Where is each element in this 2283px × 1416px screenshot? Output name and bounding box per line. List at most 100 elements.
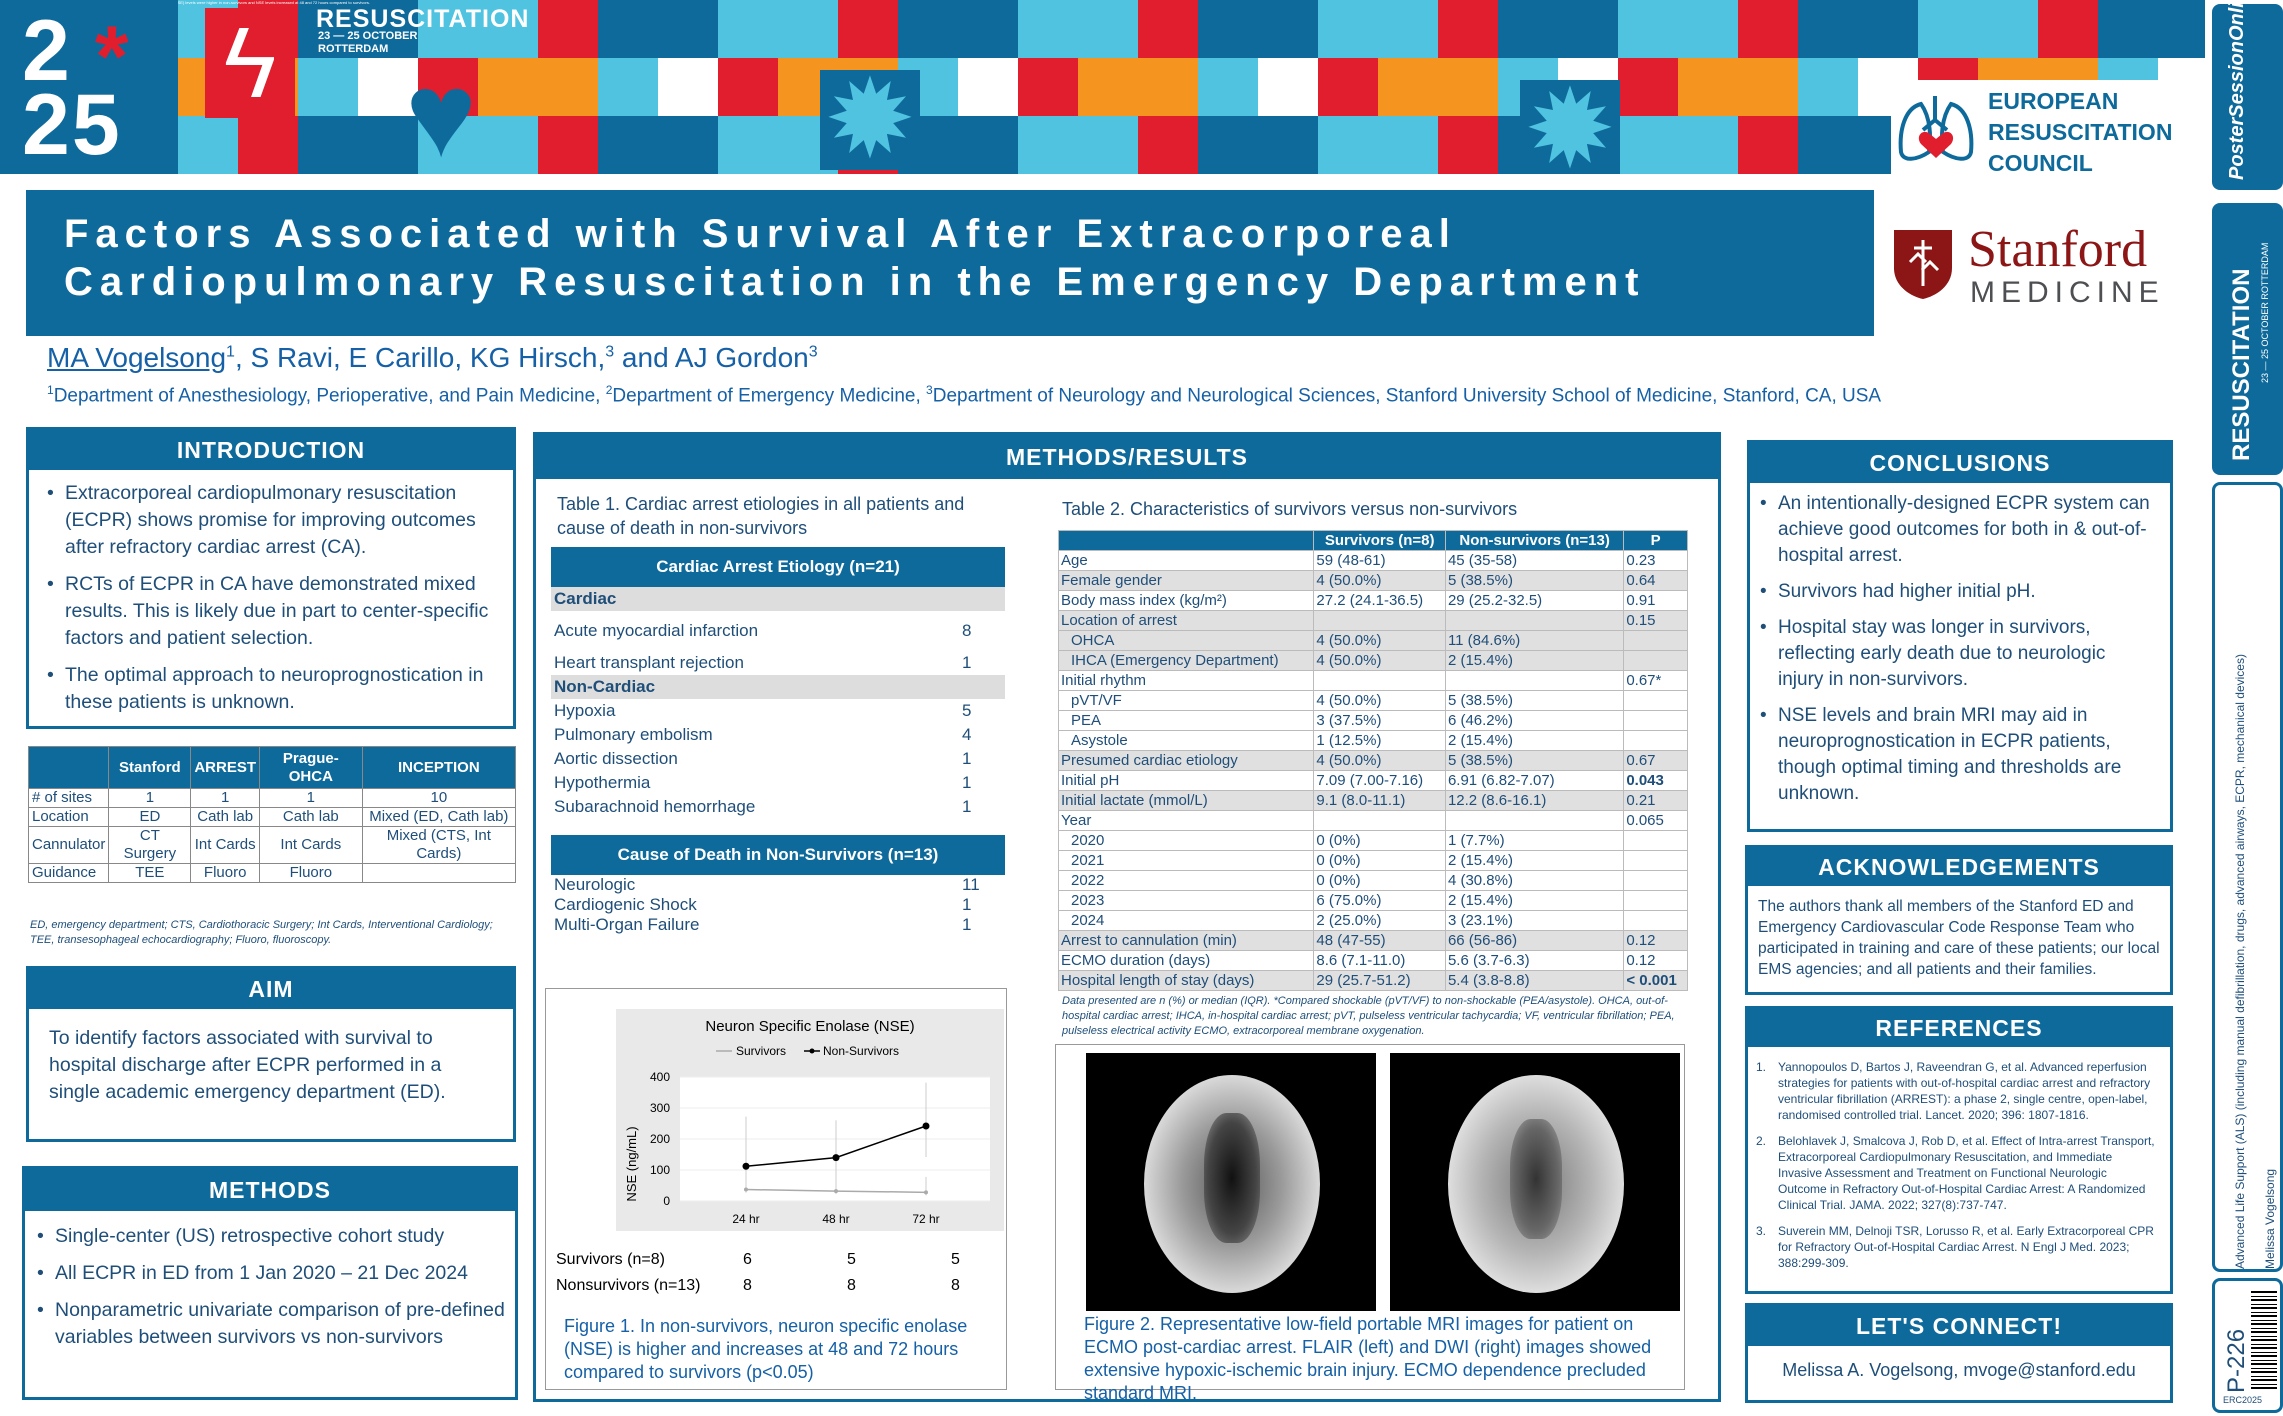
poster-id: P-226	[2223, 1328, 2250, 1393]
table-cell: TEE	[108, 863, 192, 883]
conclusions-panel: CONCLUSIONS An intentionally-designed EC…	[1747, 440, 2173, 832]
y-tick-label: 300	[650, 1101, 670, 1115]
conference-wordmark: 2 25 *	[0, 0, 178, 174]
banner-tile	[958, 58, 1018, 116]
table-row: pVT/VF 4 (50.0%) 5 (38.5%)	[1057, 690, 1688, 711]
banner-tile	[1198, 116, 1258, 174]
references-list: 1. Yannopoulos D, Bartos J, Raveendran G,…	[1748, 1047, 2170, 1271]
table-cell: 0.67*	[1623, 670, 1688, 691]
table1-category: Cardiac	[551, 587, 960, 611]
table-cell: 8	[962, 621, 972, 640]
table-cell: pVT/VF	[1057, 690, 1315, 711]
banner-tile	[1078, 116, 1138, 174]
banner-tile	[1198, 0, 1258, 58]
erc-name: EUROPEAN RESUSCITATION COUNCIL	[1988, 88, 2173, 176]
y-tick-label: 100	[650, 1163, 670, 1177]
list-item: RCTs of ECPR in CA have demonstrated mix…	[37, 571, 503, 652]
table-cell	[1444, 810, 1625, 831]
table-cell: 12.2 (8.6-16.1)	[1444, 790, 1625, 811]
list-item: An intentionally-designed ECPR system ca…	[1750, 491, 2156, 569]
banner-tile	[1738, 0, 1798, 58]
starburst-icon: ✹	[820, 65, 920, 174]
table-cell: 4 (30.8%)	[1444, 870, 1625, 891]
poster-title: Factors Associated with Survival After E…	[64, 212, 1646, 304]
banner-tile	[1258, 0, 1318, 58]
table-cell: 4	[962, 725, 972, 744]
table-cell: Asystole	[1057, 730, 1315, 751]
figure2-caption: Figure 2. Representative low-field porta…	[1084, 1314, 1652, 1403]
table-cell: 2 (15.4%)	[1444, 850, 1625, 871]
banner-tile	[1378, 116, 1438, 174]
acknowledgements-panel: ACKNOWLEDGEMENTS The authors thank all m…	[1745, 845, 2173, 995]
aim-text: To identify factors associated with surv…	[49, 1027, 446, 1103]
table-cell: 1	[190, 788, 261, 808]
contact-email[interactable]: Melissa A. Vogelsong, mvoge@stanford.edu	[1782, 1360, 2136, 1380]
table-cell: Female gender	[1057, 570, 1315, 591]
table-cell: 1 (12.5%)	[1313, 730, 1446, 751]
banner-tile	[358, 0, 418, 58]
table-cell	[1313, 670, 1446, 691]
table2: Survivors (n=8) Non-survivors (n=13) P A…	[1057, 530, 1688, 991]
banner-tile	[1378, 58, 1438, 116]
x-tick-label: 72 hr	[912, 1212, 939, 1226]
introduction-heading: INTRODUCTION	[29, 430, 513, 470]
banner-tile	[298, 0, 358, 58]
table-cell: 5 (38.5%)	[1444, 690, 1625, 711]
table-cell: Fluoro	[259, 863, 363, 883]
banner-tile	[598, 0, 658, 58]
table-cell: 0.64	[1623, 570, 1688, 591]
table-cell: Cardiogenic Shock	[554, 895, 697, 914]
count-value: 6	[743, 1251, 752, 1268]
table-cell: 0.12	[1623, 930, 1688, 951]
table-row: Age 59 (48-61) 45 (35-58) 0.23	[1057, 550, 1688, 571]
table-cell: # of sites	[27, 788, 110, 808]
table-cell: 1	[962, 915, 972, 934]
table-cell: 1	[962, 653, 972, 672]
banner-tile	[1618, 58, 1678, 116]
count-value: 5	[951, 1251, 960, 1268]
table-row: ECMO duration (days) 8.6 (7.1-11.0) 5.6 (3…	[1057, 950, 1688, 971]
sidebar-topic-text: Advanced Life Support (ALS) (including m…	[2233, 654, 2247, 1269]
table-cell: 0.12	[1623, 950, 1688, 971]
banner-tile	[1138, 0, 1198, 58]
table-cell: 2021	[1057, 850, 1315, 871]
table-cell: 6 (75.0%)	[1313, 890, 1446, 911]
banner-tile	[358, 116, 418, 174]
y-tick-label: 200	[650, 1132, 670, 1146]
table-cell: 5 (38.5%)	[1444, 750, 1625, 771]
legend-nonsurvivors: Non-Survivors	[823, 1044, 899, 1058]
table-cell: 0.043	[1623, 770, 1688, 791]
table-cell: 0.15	[1623, 610, 1688, 631]
banner-tile	[478, 116, 538, 174]
table-cell: IHCA (Emergency Department)	[1057, 650, 1315, 671]
table-cell: 1	[962, 797, 972, 816]
table-cell: ECMO duration (days)	[1057, 950, 1315, 971]
table-cell: Neurologic	[554, 875, 636, 894]
count-label: Nonsurvivors (n=13)	[556, 1277, 701, 1294]
table-cell: Int Cards	[259, 826, 363, 864]
table-cell: Mixed (ED, Cath lab)	[361, 807, 517, 827]
nse-chart: Neuron Specific Enolase (NSE) Survivors …	[616, 1009, 1004, 1231]
banner-tile	[1078, 0, 1138, 58]
stanford-medicine: MEDICINE	[1970, 276, 2165, 309]
table-row: Female gender 4 (50.0%) 5 (38.5%) 0.64	[1057, 570, 1688, 591]
table-cell: Initial lactate (mmol/L)	[1057, 790, 1315, 811]
title-bar: Factors Associated with Survival After E…	[26, 190, 1874, 336]
mri-flair-image	[1086, 1053, 1376, 1311]
banner-tile	[538, 116, 598, 174]
table-cell: 45 (35-58)	[1444, 550, 1625, 571]
table-header: Stanford	[108, 746, 192, 789]
banner-tile	[178, 116, 238, 174]
table-header	[1057, 530, 1315, 551]
table-cell: CT Surgery	[108, 826, 192, 864]
data-point	[744, 1187, 748, 1192]
table-cell: Hypoxia	[554, 701, 616, 720]
banner-tile	[418, 0, 478, 58]
table-cell: 0.065	[1623, 810, 1688, 831]
methods-results-heading: METHODS/RESULTS	[536, 435, 1718, 479]
stanford-name: Stanford	[1968, 221, 2148, 278]
table-cell: Hospital length of stay (days)	[1057, 970, 1315, 991]
figure1-box: Neuron Specific Enolase (NSE) Survivors …	[545, 988, 1007, 1390]
banner-tile	[1018, 0, 1078, 58]
banner-tile	[1798, 0, 1858, 58]
